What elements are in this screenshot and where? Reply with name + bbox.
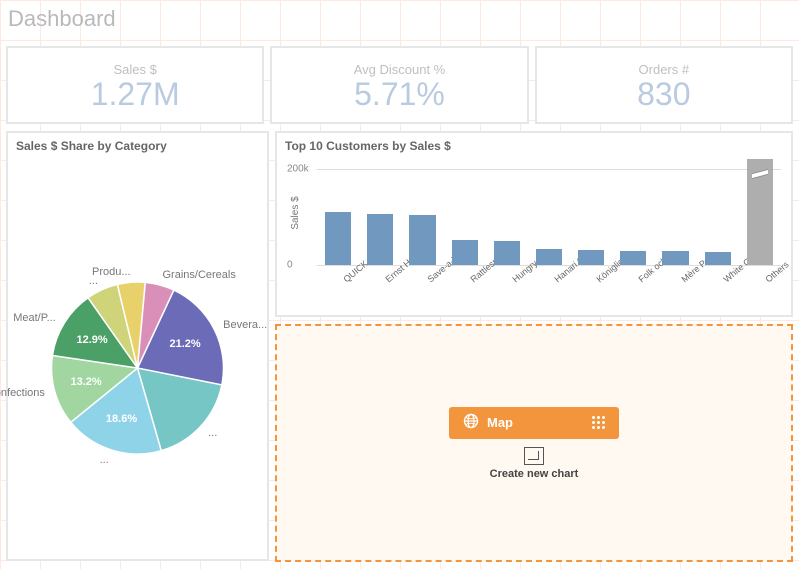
bar[interactable] — [536, 249, 562, 265]
bar-xlabel: Ernst Han... — [384, 275, 392, 284]
pie-pct-label: 13.2% — [70, 376, 101, 388]
bar-chart-title: Top 10 Customers by Sales $ — [277, 133, 791, 155]
pie-slice-label: ... — [208, 427, 217, 439]
globe-icon — [463, 413, 479, 432]
create-chart-icon[interactable] — [524, 447, 544, 465]
bar[interactable] — [367, 214, 393, 265]
bar[interactable] — [578, 250, 604, 265]
bar[interactable] — [452, 240, 478, 265]
bar-xlabel: Königlich... — [595, 275, 603, 284]
kpi-value: 1.27M — [91, 77, 180, 112]
bar-xlabel: QUICK-St... — [342, 275, 350, 284]
bar-xlabel: Rattlesna... — [468, 275, 476, 284]
bar[interactable] — [325, 212, 351, 265]
pie-chart: 21.2% 18.6% 13.2% 12.9% — [8, 155, 267, 557]
page-title: Dashboard — [8, 6, 116, 32]
pie-slice-label: Bevera... — [223, 319, 267, 331]
chart-drop-zone[interactable]: Map Create new chart — [275, 324, 793, 562]
kpi-card-orders[interactable]: Orders # 830 — [535, 46, 793, 124]
bar-chart-card[interactable]: Top 10 Customers by Sales $ Sales $ 0 200… — [275, 131, 793, 317]
bar[interactable] — [409, 215, 435, 265]
bar-xlabel: Folk och f... — [637, 275, 645, 284]
bar-xlabel: Hungry O... — [510, 275, 518, 284]
kpi-card-sales[interactable]: Sales $ 1.27M — [6, 46, 264, 124]
pie-chart-title: Sales $ Share by Category — [8, 133, 267, 155]
bar-ytick: 200k — [287, 163, 309, 174]
bar[interactable] — [620, 251, 646, 265]
pie-chart-card[interactable]: Sales $ Share by Category 21.2% 18.6% 13.2… — [6, 131, 269, 561]
bar-ytick: 0 — [287, 260, 293, 271]
pie-slice-label: Confections — [0, 387, 45, 399]
kpi-value: 5.71% — [354, 77, 445, 112]
map-chip-label: Map — [487, 415, 513, 430]
kpi-label: Orders # — [639, 62, 690, 77]
bar[interactable] — [494, 241, 520, 265]
kpi-label: Sales $ — [113, 62, 156, 77]
map-chip[interactable]: Map — [449, 407, 619, 439]
bar-y-axis-label: Sales $ — [290, 196, 301, 229]
drag-grip-icon[interactable] — [592, 416, 605, 429]
kpi-row: Sales $ 1.27M Avg Discount % 5.71% Order… — [6, 46, 793, 124]
bar-xlabel: Hanari Ca... — [553, 275, 561, 284]
bar-xlabel: White Clo... — [721, 275, 729, 284]
bar-xlabel: Mère Paill... — [679, 275, 687, 284]
kpi-card-discount[interactable]: Avg Discount % 5.71% — [270, 46, 528, 124]
pie-pct-label: 21.2% — [169, 338, 200, 350]
pie-slice-label: Produ... — [92, 266, 131, 278]
pie-slice-label: Meat/P... — [13, 312, 56, 324]
create-chart-label[interactable]: Create new chart — [490, 468, 579, 480]
bar-xlabel: Save-a-lo... — [426, 275, 434, 284]
bar-xlabel: Others — [763, 275, 771, 284]
pie-pct-label: 18.6% — [106, 413, 137, 425]
pie-slice-label: Grains/Cereals — [163, 269, 236, 281]
kpi-value: 830 — [637, 77, 690, 112]
pie-pct-label: 12.9% — [77, 334, 108, 346]
bar[interactable] — [662, 251, 688, 265]
bar[interactable] — [705, 252, 731, 265]
kpi-label: Avg Discount % — [354, 62, 446, 77]
pie-slice-label: ... — [100, 454, 109, 466]
